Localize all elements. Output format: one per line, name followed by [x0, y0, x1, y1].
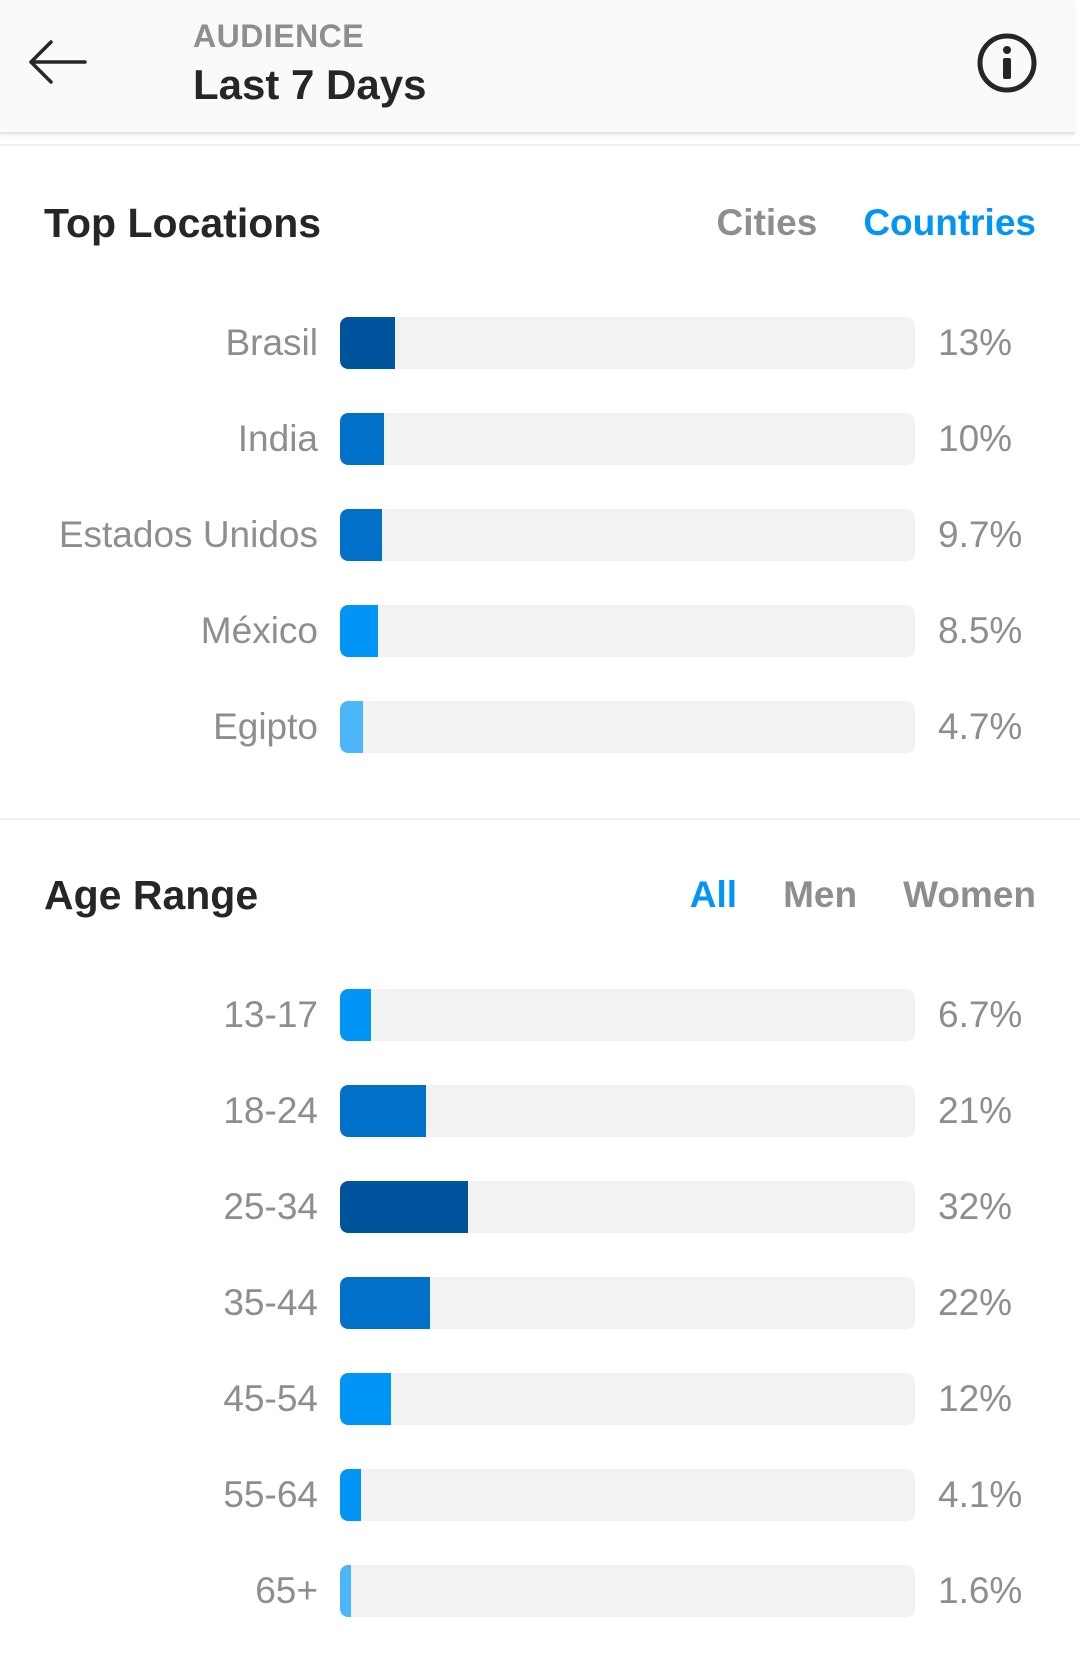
bar-label: 18-24	[223, 1090, 318, 1131]
bar-fill	[340, 605, 378, 657]
tab-all[interactable]: All	[689, 874, 738, 915]
section-divider	[0, 818, 1080, 820]
bar-label: 65+	[255, 1570, 318, 1611]
top-locations-title: Top Locations	[44, 200, 322, 246]
bar-value: 13%	[938, 322, 1013, 363]
bar-row: Estados Unidos 9.7%	[0, 509, 1080, 561]
header-kicker: AUDIENCE	[193, 18, 365, 54]
tab-men[interactable]: Men	[783, 874, 858, 915]
bar-label: 25-34	[223, 1186, 318, 1227]
bar-fill	[340, 1565, 352, 1617]
tab-cities[interactable]: Cities	[716, 202, 818, 243]
bar-row: 45-54 12%	[0, 1373, 1080, 1425]
bar-value: 8.5%	[938, 610, 1023, 651]
bar-value: 12%	[938, 1378, 1013, 1419]
bar-value: 6.7%	[938, 994, 1023, 1035]
bar-label: Egipto	[213, 706, 318, 747]
bar-track	[340, 1085, 915, 1137]
bar-row: Brasil 13%	[0, 317, 1080, 369]
bar-row: 13-17 6.7%	[0, 989, 1080, 1041]
bar-fill	[340, 317, 396, 369]
info-button[interactable]	[976, 32, 1038, 94]
bar-fill	[340, 509, 383, 561]
bar-track	[340, 1277, 915, 1329]
bar-track	[340, 989, 915, 1041]
bar-label: 35-44	[223, 1282, 318, 1323]
tab-women[interactable]: Women	[903, 874, 1036, 915]
bar-track	[340, 605, 915, 657]
bar-label: 55-64	[223, 1474, 318, 1515]
bar-value: 4.7%	[938, 706, 1023, 747]
bar-fill	[340, 413, 384, 465]
tab-countries[interactable]: Countries	[863, 202, 1036, 243]
app-header: AUDIENCE Last 7 Days	[0, 0, 1075, 134]
bar-track	[340, 1181, 915, 1233]
bar-row: México 8.5%	[0, 605, 1080, 657]
bar-fill	[340, 1469, 361, 1521]
bar-row: Egipto 4.7%	[0, 701, 1080, 753]
bar-track	[340, 1469, 915, 1521]
page-title: Last 7 Days	[193, 61, 427, 108]
back-button[interactable]	[22, 30, 92, 94]
bar-value: 9.7%	[938, 514, 1023, 555]
bar-row: 25-34 32%	[0, 1181, 1080, 1233]
bar-fill	[340, 1373, 392, 1425]
bar-fill	[340, 1085, 426, 1137]
info-circle-icon	[977, 33, 1037, 93]
bar-label: 45-54	[223, 1378, 318, 1419]
bar-row: 55-64 4.1%	[0, 1469, 1080, 1521]
header-divider	[0, 144, 1080, 146]
bar-label: 13-17	[223, 994, 318, 1035]
bar-label: Estados Unidos	[58, 514, 318, 555]
bar-track	[340, 413, 915, 465]
bar-label: Brasil	[225, 322, 318, 363]
bar-fill	[340, 701, 364, 753]
bar-value: 22%	[938, 1282, 1013, 1323]
bar-track	[340, 317, 915, 369]
bar-label: México	[200, 610, 318, 651]
bar-track	[340, 1565, 915, 1617]
bar-value: 4.1%	[938, 1474, 1023, 1515]
bar-row: 18-24 21%	[0, 1085, 1080, 1137]
arrow-left-icon	[29, 40, 87, 84]
bar-fill	[340, 1181, 469, 1233]
bar-value: 10%	[938, 418, 1013, 459]
bar-fill	[340, 1277, 430, 1329]
age-range-title: Age Range	[44, 872, 259, 918]
bar-value: 32%	[938, 1186, 1013, 1227]
bar-track	[340, 1373, 915, 1425]
bar-fill	[340, 989, 371, 1041]
bar-label: India	[237, 418, 318, 459]
bar-track	[340, 509, 915, 561]
age-tabs: All Men Women	[690, 870, 1036, 920]
bar-value: 21%	[938, 1090, 1013, 1131]
bar-row: 65+ 1.6%	[0, 1565, 1080, 1617]
bar-row: India 10%	[0, 413, 1080, 465]
bar-track	[340, 701, 915, 753]
bar-row: 35-44 22%	[0, 1277, 1080, 1329]
header-text: AUDIENCE Last 7 Days	[193, 16, 426, 112]
location-tabs: Cities Countries	[717, 198, 1036, 248]
bar-value: 1.6%	[938, 1570, 1023, 1611]
